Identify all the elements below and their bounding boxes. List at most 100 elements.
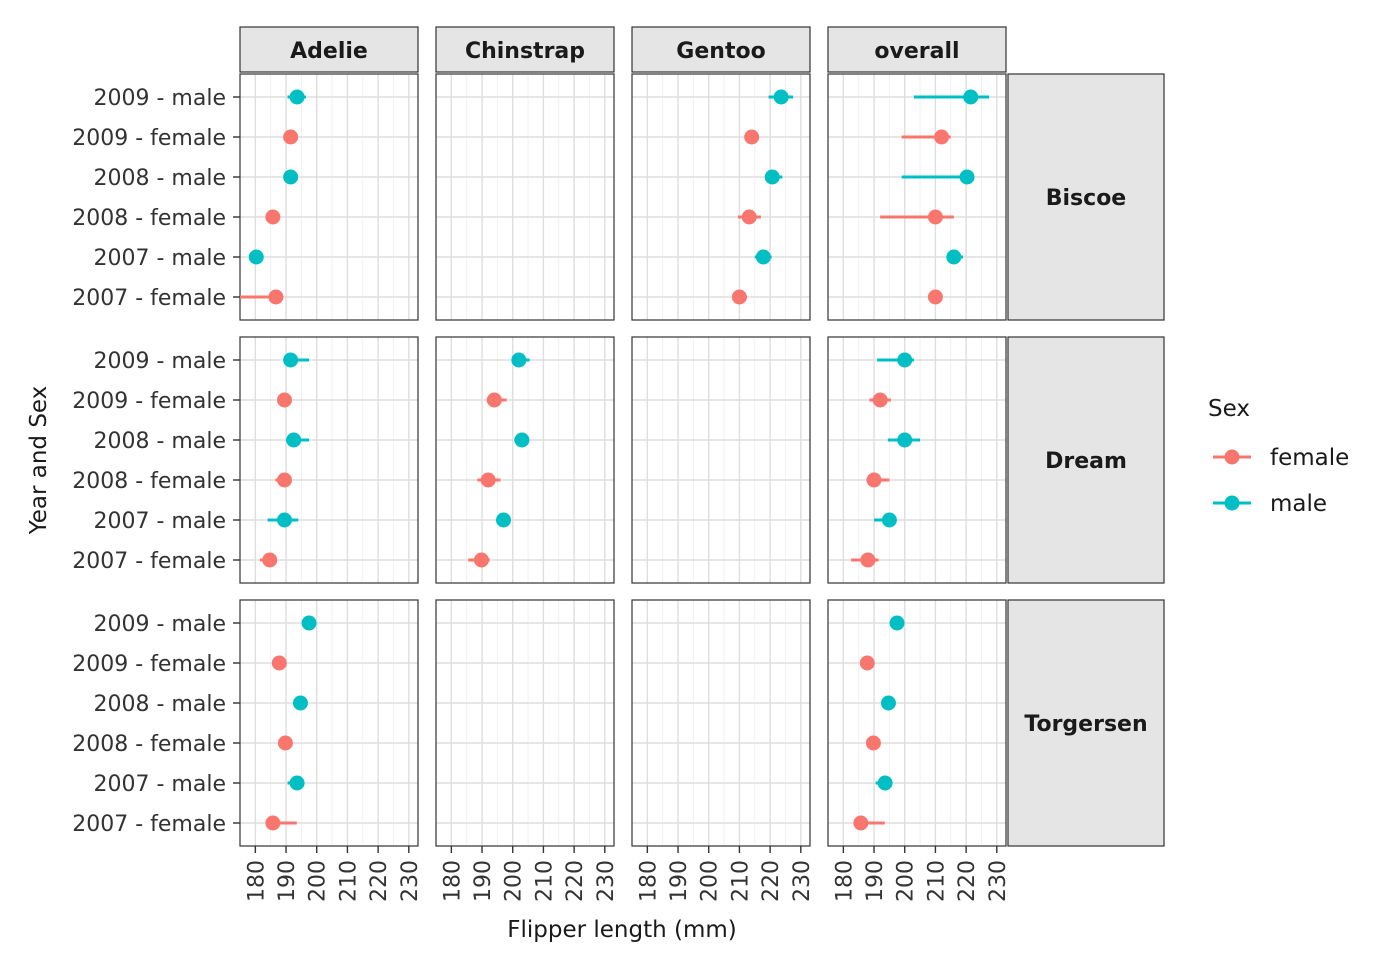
- pointrange-dream-overall-2008-female: [866, 472, 890, 488]
- facet-strips: Adelie Chinstrap Gentoo overall Biscoe Dream T…: [239, 26, 1165, 847]
- pointrange-dream-overall-2007-male: [874, 512, 897, 528]
- data-point: [872, 392, 888, 408]
- pointrange-torgersen-overall-2009-male: [889, 615, 905, 631]
- data-point: [473, 552, 489, 568]
- data-point: [514, 432, 530, 448]
- pointrange-dream-overall-2009-male: [877, 352, 914, 368]
- strip-background: [239, 26, 419, 73]
- data-point: [877, 775, 893, 791]
- x-tick-label: 190: [275, 860, 300, 902]
- pointrange-dream-chinstrap-2008-male: [514, 432, 530, 448]
- data-point: [480, 472, 496, 488]
- panel-biscoe-chinstrap: [435, 73, 615, 321]
- pointrange-torgersen-adelie-2009-male: [301, 615, 317, 631]
- pointrange-dream-adelie-2009-male: [283, 352, 310, 368]
- pointrange-torgersen-overall-2008-male: [880, 695, 896, 711]
- panel-border: [435, 73, 615, 321]
- y-tick-label: 2009 - male: [94, 349, 226, 374]
- panel-border: [239, 336, 419, 584]
- x-tick-label: 180: [832, 860, 857, 902]
- data-point: [860, 552, 876, 568]
- x-tick-label: 230: [398, 860, 423, 902]
- x-tick-label: 210: [924, 860, 949, 902]
- data-point: [755, 249, 771, 265]
- data-point: [764, 169, 780, 185]
- x-tick-label: 180: [244, 860, 269, 902]
- data-point: [486, 392, 502, 408]
- panel-border: [631, 336, 811, 584]
- pointrange-biscoe-adelie-2007-male: [248, 249, 264, 265]
- x-tick-label: 190: [667, 860, 692, 902]
- panel-background: [240, 600, 418, 846]
- data-point: [927, 289, 943, 305]
- pointrange-torgersen-adelie-2007-female: [265, 815, 297, 831]
- panel-border: [631, 599, 811, 847]
- x-tick-label: 210: [336, 860, 361, 902]
- y-tick-label: 2008 - male: [94, 692, 226, 717]
- legend-title: Sex: [1208, 396, 1250, 422]
- strip-background: [631, 26, 811, 73]
- panel-dream-chinstrap: [435, 336, 615, 584]
- panel-biscoe-overall: [827, 73, 1007, 321]
- pointrange-torgersen-adelie-2008-female: [277, 735, 293, 751]
- pointrange-biscoe-adelie-2009-female: [283, 129, 299, 145]
- strip-torgersen: Torgersen: [1007, 599, 1165, 847]
- pointrange-biscoe-adelie-2007-female: [240, 289, 284, 305]
- panel-border: [827, 336, 1007, 584]
- pointrange-torgersen-overall-2009-female: [859, 655, 875, 671]
- pointrange-biscoe-gentoo-2009-female: [744, 129, 760, 145]
- data-point: [289, 775, 305, 791]
- pointrange-biscoe-gentoo-2008-female: [737, 209, 761, 225]
- pointrange-biscoe-overall-2007-male: [946, 249, 964, 265]
- data-point: [859, 655, 875, 671]
- x-tick-label: 180: [636, 860, 661, 902]
- y-tick-label: 2007 - female: [72, 812, 226, 837]
- panel-border: [239, 599, 419, 847]
- data-point: [897, 432, 913, 448]
- panel-background: [240, 74, 418, 320]
- x-tick-label: 220: [759, 860, 784, 902]
- data-point: [865, 735, 881, 751]
- x-tick-label: 190: [471, 860, 496, 902]
- panel-border: [631, 73, 811, 321]
- pointrange-torgersen-adelie-2009-female: [271, 655, 287, 671]
- panel-background: [632, 600, 810, 846]
- strip-biscoe: Biscoe: [1007, 73, 1165, 321]
- pointrange-dream-adelie-2007-female: [259, 552, 278, 568]
- strip-label: Gentoo: [676, 39, 765, 64]
- pointrange-biscoe-adelie-2008-male: [283, 169, 299, 185]
- strip-background: [1007, 599, 1165, 847]
- panel-background: [828, 600, 1006, 846]
- y-tick-label: 2007 - male: [94, 246, 226, 271]
- strip-adelie: Adelie: [239, 26, 419, 73]
- y-tick-label: 2009 - male: [94, 86, 226, 111]
- x-tick-label: 230: [986, 860, 1011, 902]
- y-tick-label: 2007 - female: [72, 549, 226, 574]
- x-tick-label: 220: [367, 860, 392, 902]
- strip-overall: overall: [827, 26, 1007, 73]
- x-tick-label: 200: [698, 860, 723, 902]
- panel-biscoe-gentoo: [631, 73, 811, 321]
- strip-label: Adelie: [290, 39, 368, 64]
- x-tick-label: 190: [863, 860, 888, 902]
- data-point: [271, 655, 287, 671]
- panel-border: [239, 73, 419, 321]
- panel-background: [436, 600, 614, 846]
- x-axis-title: Flipper length (mm): [507, 917, 737, 943]
- pointrange-torgersen-overall-2007-female: [853, 815, 885, 831]
- data-point: [292, 695, 308, 711]
- pointrange-torgersen-overall-2008-female: [865, 735, 881, 751]
- strip-chinstrap: Chinstrap: [435, 26, 615, 73]
- panel-torgersen-overall: [827, 599, 1007, 847]
- panel-dream-adelie: [239, 336, 419, 584]
- pointrange-dream-adelie-2009-female: [277, 392, 292, 408]
- data-point: [283, 129, 299, 145]
- data-point: [741, 209, 757, 225]
- pointrange-torgersen-overall-2007-male: [875, 775, 893, 791]
- data-point: [927, 209, 943, 225]
- panel-background: [632, 337, 810, 583]
- strip-background: [1007, 73, 1165, 321]
- pointrange-dream-chinstrap-2009-female: [486, 392, 507, 408]
- pointrange-dream-adelie-2007-male: [267, 512, 299, 528]
